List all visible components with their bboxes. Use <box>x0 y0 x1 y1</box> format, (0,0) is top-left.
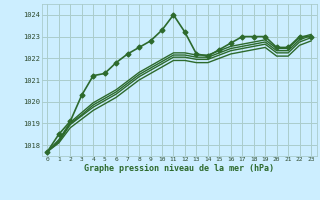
X-axis label: Graphe pression niveau de la mer (hPa): Graphe pression niveau de la mer (hPa) <box>84 164 274 173</box>
